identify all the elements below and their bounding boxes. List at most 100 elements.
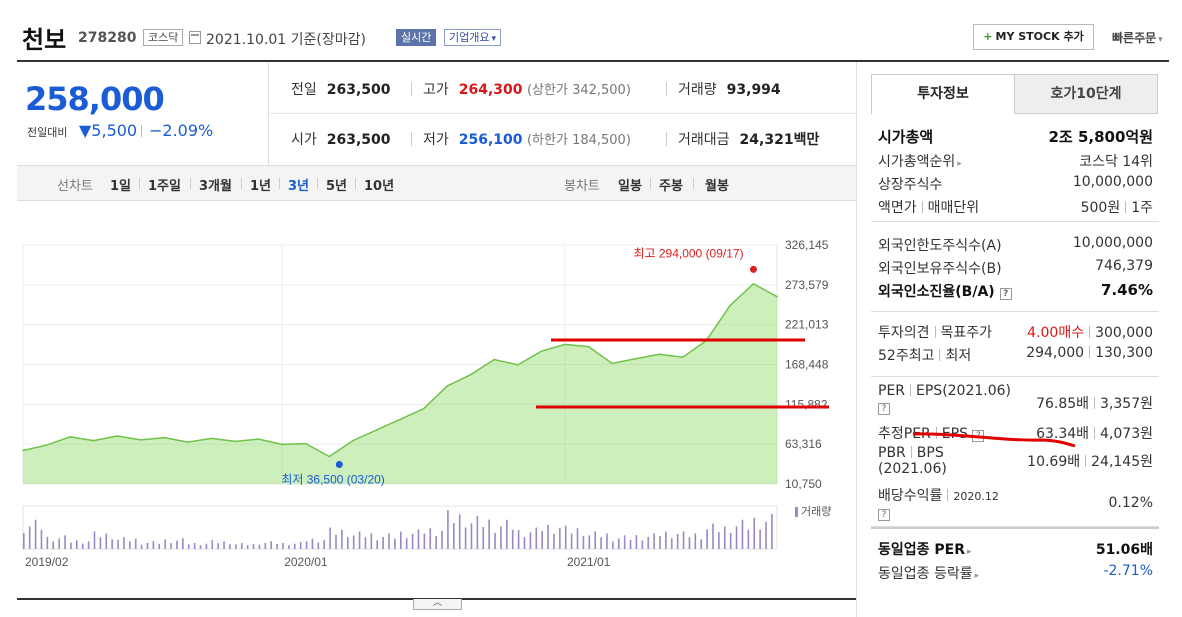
volume-bar	[547, 524, 549, 549]
volume-bar	[346, 537, 349, 549]
w52-low-text: 최저	[945, 348, 972, 364]
volume-bar	[341, 529, 343, 549]
foreign-hold-value: 746,379	[1095, 258, 1153, 274]
volume-bar	[476, 515, 479, 549]
opinion-value: 4.00매수 300,000	[1027, 322, 1153, 342]
tab-hoga-10[interactable]: 호가10단계	[1014, 74, 1158, 114]
est-per-label: 추정PER EPS ?	[878, 423, 985, 443]
help-icon[interactable]: ?	[972, 430, 985, 442]
volume-bar	[176, 540, 178, 549]
chart-period-bar: 선차트 1일 1주일 3개월 1년 3년 5년 10년 봉차트 일봉 주봉 월봉	[17, 165, 856, 201]
candle-monthly[interactable]: 월봉	[705, 179, 729, 194]
bps-date: (2021.06)	[878, 461, 947, 477]
volume-bar	[511, 529, 514, 549]
period-10y[interactable]: 10년	[364, 179, 395, 194]
opinion-score: 4.00매수	[1027, 325, 1085, 341]
calendar-icon	[189, 31, 201, 44]
volume-bar	[240, 543, 243, 549]
divider	[1125, 201, 1127, 213]
add-my-stock-button[interactable]: + MY STOCK 추가	[973, 24, 1094, 50]
volume-bar	[117, 539, 119, 549]
price-point	[45, 444, 48, 446]
dividend-text: 배당수익률	[878, 488, 943, 504]
volume-bar	[282, 542, 284, 549]
help-icon[interactable]: ?	[878, 403, 890, 415]
period-1y[interactable]: 1년	[250, 179, 272, 194]
est-eps-amount: 4,073원	[1100, 426, 1153, 442]
foreign-ratio-value: 7.46%	[1100, 281, 1153, 299]
price-chart[interactable]: 326,145 273,579 221,013 168,448 115,882 63,31…	[17, 201, 856, 599]
dividend-date: 2020.12	[953, 490, 999, 503]
foreign-ratio-text: 외국인소진율(B/A)	[878, 284, 995, 300]
realtime-button[interactable]: 실시간	[396, 29, 437, 46]
quick-order-button[interactable]: 빠른주문	[1112, 29, 1163, 46]
volume-bar	[405, 538, 408, 549]
pbr-text: PBR	[878, 445, 906, 461]
volume-bar	[28, 526, 31, 549]
foreign-ratio-label: 외국인소진율(B/A) ?	[878, 281, 1012, 301]
divider	[650, 178, 651, 189]
help-icon[interactable]: ?	[878, 509, 890, 521]
period-1w[interactable]: 1주일	[148, 179, 181, 194]
company-overview-dropdown[interactable]: 기업개요 ▾	[444, 29, 502, 46]
volume-bar	[317, 542, 320, 549]
volume-bar	[246, 545, 249, 549]
w52-label: 52주최고 최저	[878, 345, 971, 365]
volume-bar	[582, 536, 585, 549]
volume-bar	[617, 538, 620, 549]
divider	[1094, 427, 1096, 439]
stat-label: 거래량	[678, 82, 717, 98]
divider	[1085, 455, 1087, 467]
tab-invest-info[interactable]: 투자정보	[871, 74, 1015, 114]
min-marker	[335, 460, 343, 468]
period-3y[interactable]: 3년	[288, 179, 310, 194]
pbr-value: 10.69배 24,145원	[1027, 451, 1153, 471]
x-tick-label: 2021/01	[567, 555, 611, 569]
par-amount: 500원	[1080, 200, 1121, 216]
volume-bar	[623, 535, 626, 549]
sector-per-label: 동일업종 PER ▸	[878, 539, 972, 559]
divider	[141, 125, 142, 137]
lower-limit: (하한가 184,500)	[526, 133, 631, 148]
change-label: 전일대비	[27, 126, 68, 139]
stat-value: 93,994	[726, 82, 781, 98]
est-per-value: 63.34배 4,073원	[1036, 423, 1153, 443]
volume-bar	[199, 545, 202, 549]
eps-amount: 3,357원	[1100, 396, 1153, 412]
candle-daily[interactable]: 일봉	[618, 179, 642, 194]
stat-low: 저가 256,100 (하한가 184,500)	[423, 129, 631, 149]
period-1d[interactable]: 1일	[110, 179, 132, 194]
price-point	[469, 373, 472, 376]
chevron-up-icon: ︿	[432, 598, 442, 608]
chart-collapse-button[interactable]: ︿	[413, 599, 462, 610]
help-icon[interactable]: ?	[999, 288, 1012, 300]
price-point	[304, 442, 307, 445]
shares-value: 10,000,000	[1072, 174, 1153, 190]
volume-bar	[211, 540, 214, 549]
price-point	[140, 439, 142, 441]
volume-bar	[235, 544, 237, 549]
volume-bar	[411, 533, 414, 549]
volume-bar	[470, 523, 473, 549]
volume-bar	[464, 527, 467, 549]
volume-bar	[376, 540, 379, 549]
y-tick-label: 221,013	[785, 318, 829, 332]
sector-per-text: 동일업종 PER	[878, 542, 965, 558]
price-point	[776, 295, 778, 298]
volume-bar	[747, 529, 750, 549]
divider	[241, 178, 242, 189]
bps-amount: 24,145원	[1091, 454, 1153, 470]
stat-label: 시가	[291, 132, 317, 148]
price-point	[352, 439, 354, 442]
volume-bar	[358, 531, 361, 549]
period-3m[interactable]: 3개월	[199, 179, 232, 194]
stat-volume: 거래량 93,994	[678, 79, 781, 99]
volume-bar	[718, 532, 720, 549]
price-chart-svg: 326,145 273,579 221,013 168,448 115,882 63,31…	[22, 238, 831, 569]
divider	[279, 178, 280, 189]
volume-bar	[423, 533, 426, 549]
price-point	[210, 437, 213, 440]
volume-bar	[517, 529, 520, 549]
candle-weekly[interactable]: 주봉	[659, 179, 683, 194]
period-5y[interactable]: 5년	[326, 179, 348, 194]
